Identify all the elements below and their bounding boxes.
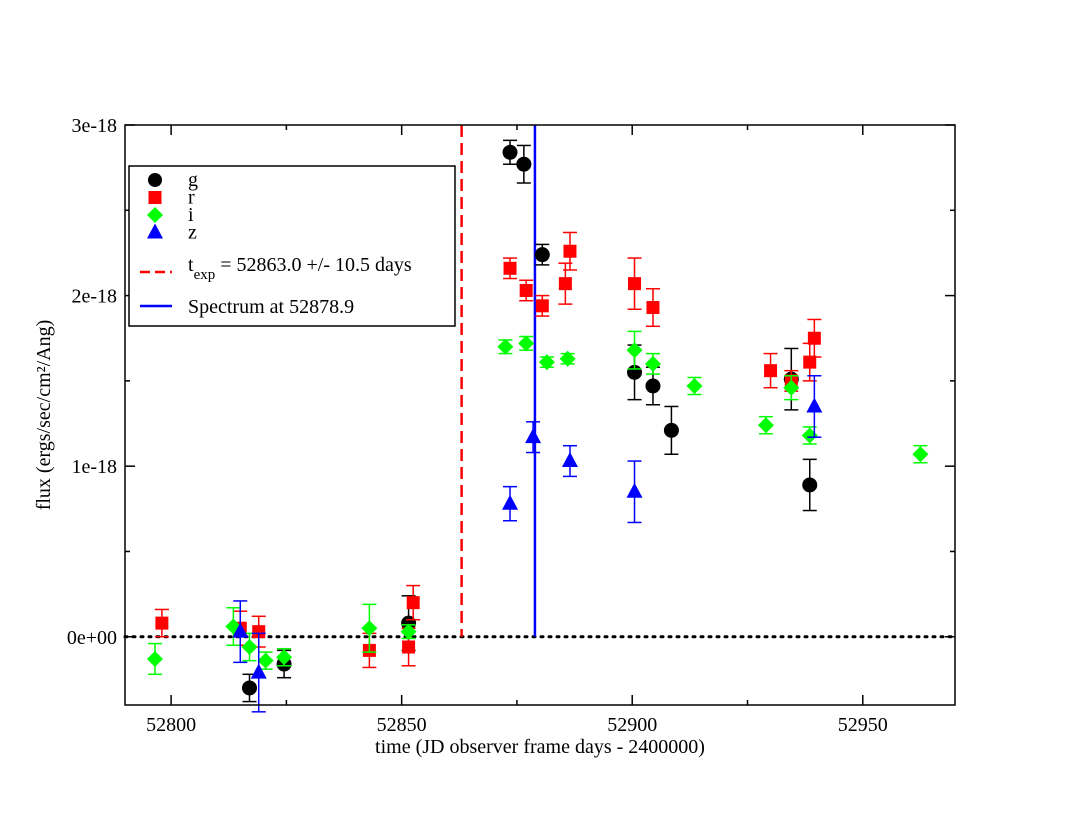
data-point-r (503, 261, 517, 275)
legend-marker-i (147, 207, 163, 223)
data-point-i (912, 446, 929, 463)
data-point-z (250, 663, 267, 679)
legend-t-subscript: exp (194, 267, 216, 283)
legend-marker-r (148, 191, 162, 204)
data-point-r (519, 283, 533, 297)
y-tick-label: 0e+00 (67, 627, 117, 649)
data-point-i (538, 354, 555, 371)
series-z (232, 375, 823, 713)
legend-label-r: r (188, 187, 195, 209)
data-point-i (257, 652, 274, 669)
data-point-i (241, 639, 258, 655)
legend-label-z: z (188, 222, 197, 244)
data-point-i (400, 623, 417, 640)
data-point-i (801, 427, 818, 444)
data-point-i (361, 620, 378, 637)
x-tick-label: 52800 (146, 714, 196, 736)
legend-marker-g (148, 173, 162, 187)
data-point-i (626, 342, 643, 359)
data-point-z (806, 397, 823, 413)
data-point-g (645, 378, 661, 394)
legend-t-main: t (188, 254, 194, 276)
y-tick-label: 3e-18 (71, 115, 117, 137)
legend-box (128, 165, 456, 327)
data-point-i (559, 350, 576, 367)
data-point-g (516, 156, 532, 172)
legend-label-i: i (188, 204, 194, 226)
data-point-r (628, 277, 642, 291)
data-point-g (663, 422, 679, 438)
data-point-g (802, 477, 818, 493)
legend-label-g: g (188, 169, 198, 191)
data-point-i (644, 355, 661, 372)
data-point-z (232, 622, 249, 638)
data-point-z (525, 428, 542, 444)
data-point-z (561, 452, 578, 468)
x-tick-label: 52850 (377, 714, 427, 736)
legend-t-rest: = 52863.0 +/- 10.5 days (215, 254, 412, 276)
data-point-i (783, 379, 800, 396)
data-point-r (764, 364, 778, 378)
x-tick-label: 52950 (838, 714, 888, 736)
data-point-r (155, 616, 169, 630)
y-axis-title-text: flux (ergs/sec/cm²/Ang) (33, 320, 55, 511)
axes: time (JD observer frame days - 2400000) … (33, 115, 956, 758)
y-tick-label: 2e-18 (71, 286, 117, 308)
data-marks (146, 139, 929, 713)
data-point-i (518, 335, 535, 352)
data-point-r (803, 355, 817, 369)
data-point-r (252, 625, 266, 639)
legend-label-t-exp: texp = 52863.0 +/- 10.5 days (188, 254, 412, 283)
data-point-r (535, 299, 549, 313)
x-axis-title: time (JD observer frame days - 2400000) (375, 736, 705, 758)
data-point-i (146, 650, 163, 667)
data-point-i (757, 417, 774, 434)
series-i (146, 330, 929, 676)
legend-label-spectrum: Spectrum at 52878.9 (188, 296, 354, 318)
data-point-r (558, 277, 572, 291)
data-point-r (646, 301, 660, 315)
y-axis-title: flux (ergs/sec/cm²/Ang) (33, 320, 55, 511)
data-point-g (502, 144, 518, 160)
legend-marker-z (147, 223, 163, 239)
plot-frame (124, 124, 956, 706)
data-point-z (502, 494, 519, 510)
data-point-r (406, 596, 420, 610)
data-point-i (276, 649, 293, 666)
data-point-g (534, 247, 550, 263)
data-point-r (807, 331, 821, 345)
data-point-z (626, 482, 643, 498)
y-tick-label: 1e-18 (71, 456, 117, 478)
data-point-i (497, 338, 514, 355)
data-point-i (686, 378, 703, 394)
data-point-r (563, 244, 577, 258)
data-point-g (242, 680, 257, 696)
data-point-r (402, 640, 416, 654)
x-tick-label: 52900 (607, 714, 657, 736)
